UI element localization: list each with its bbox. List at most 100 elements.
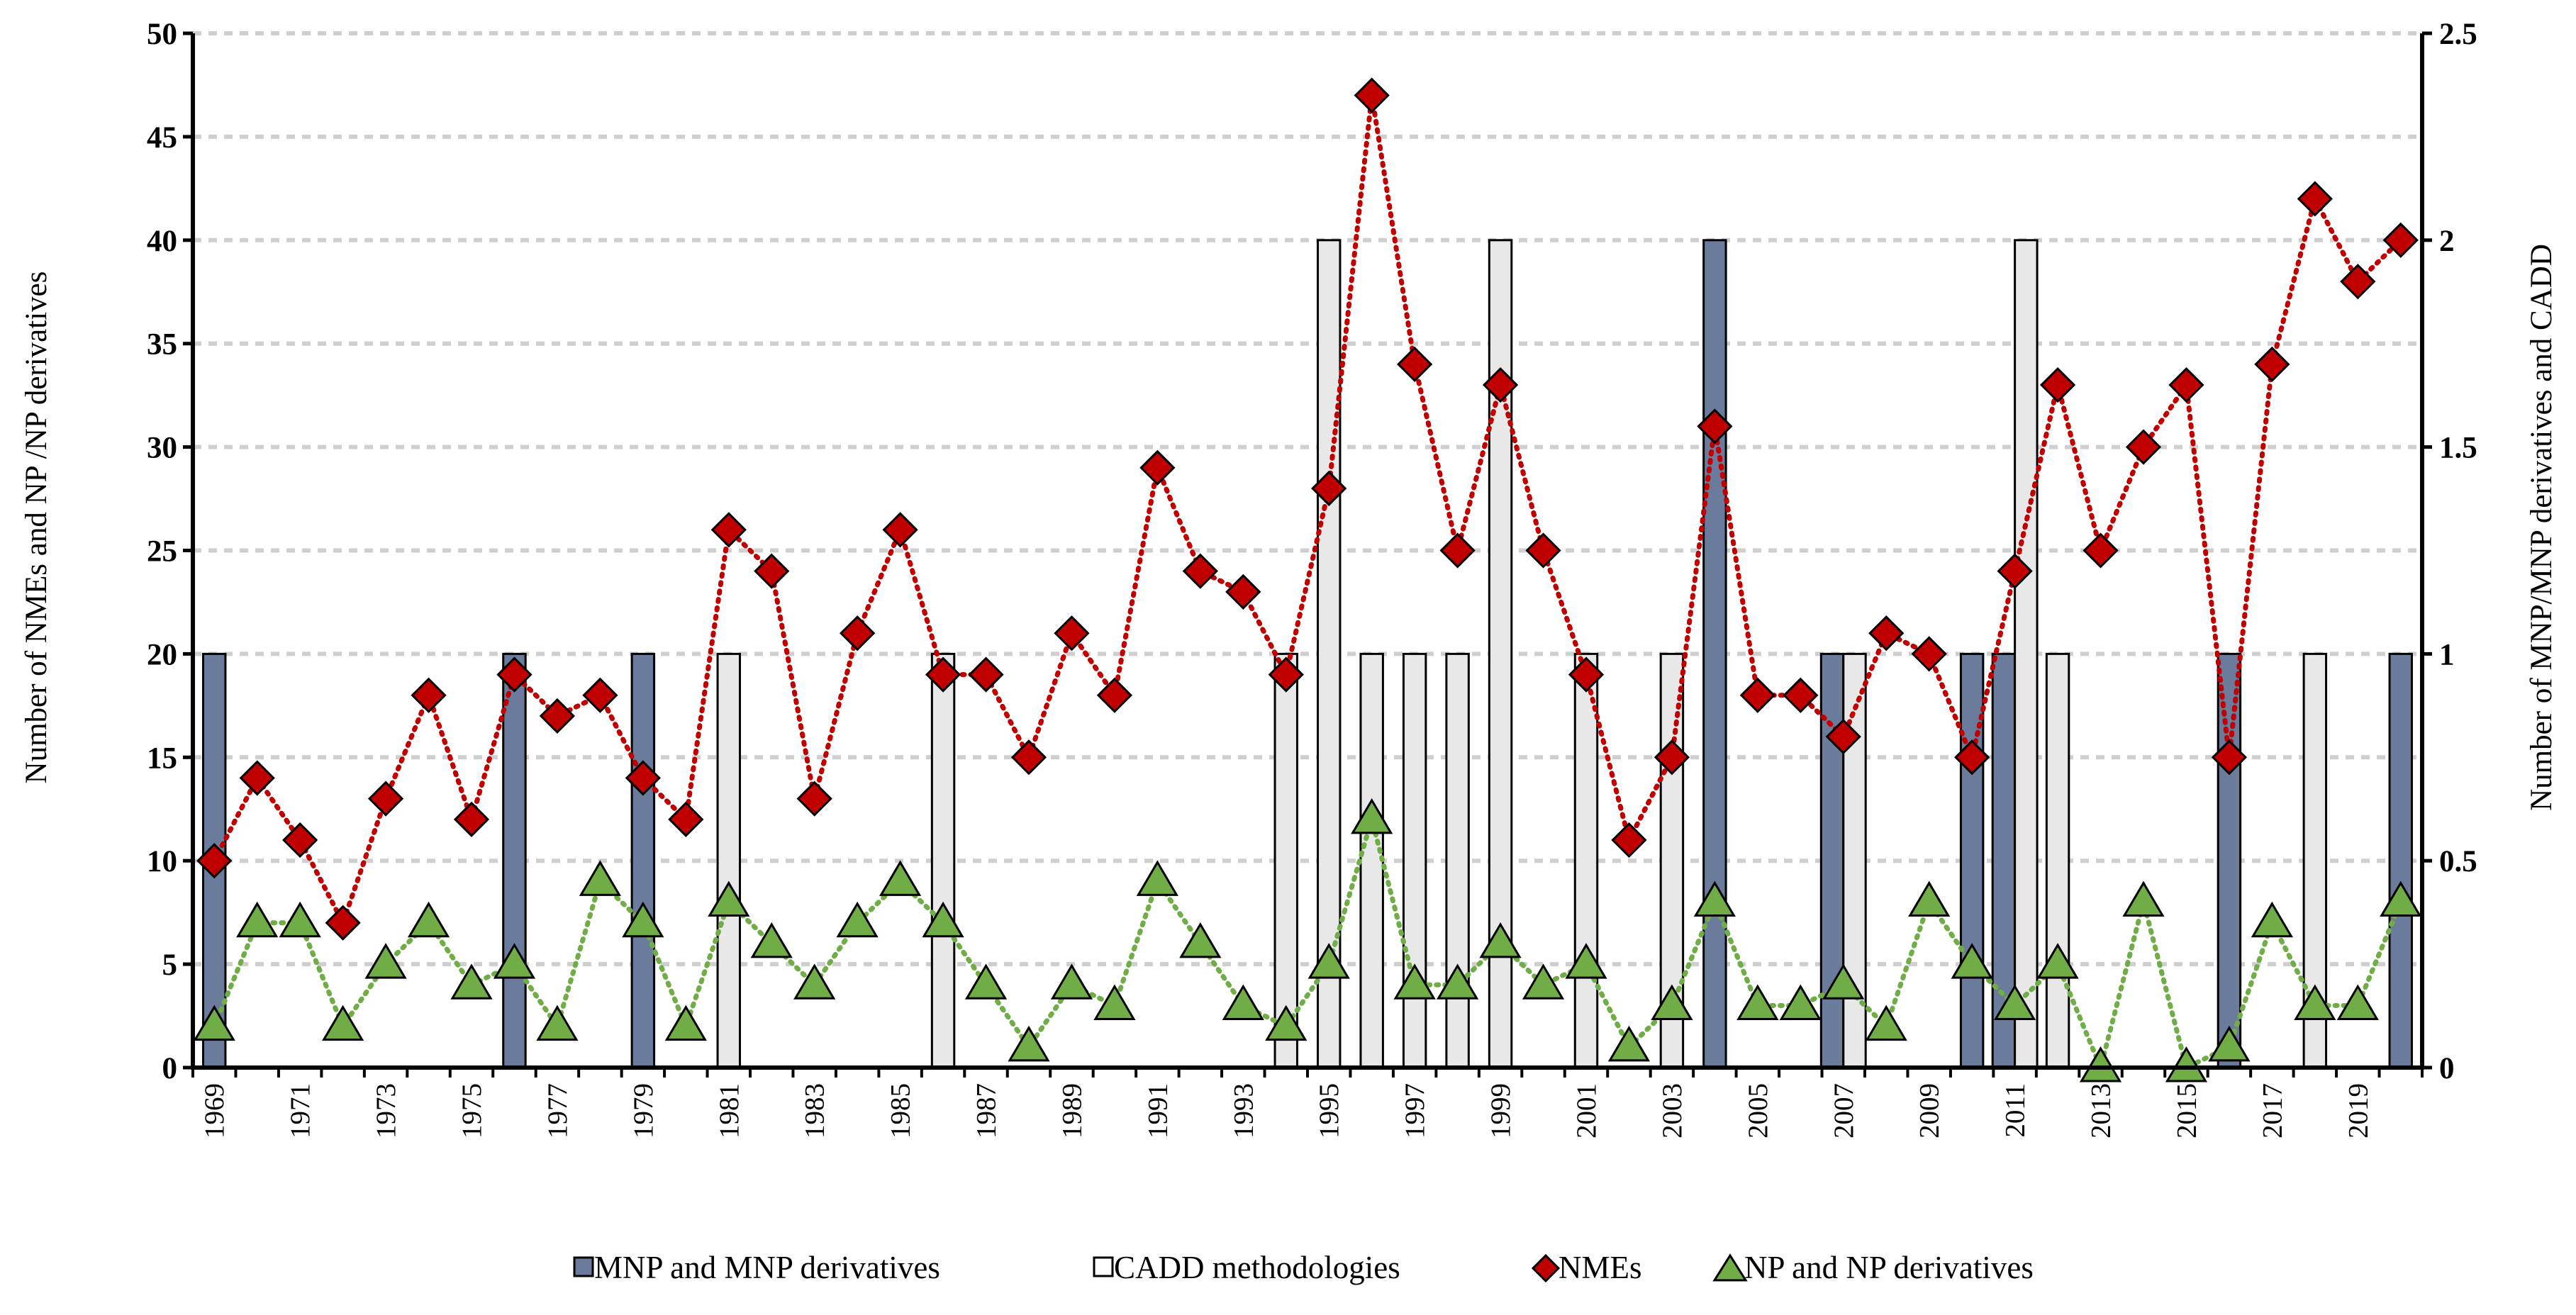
- bar-cadd-2001: [1573, 652, 1599, 1069]
- nmes-point-1986: [925, 656, 961, 693]
- y-tick-label-15: 15: [147, 742, 177, 775]
- np-point-1974: [407, 901, 450, 938]
- nmes-point-2005: [1739, 677, 1775, 713]
- np-point-2016: [2208, 1025, 2251, 1062]
- np-point-1971: [279, 901, 321, 938]
- nmes-point-1973: [367, 780, 404, 817]
- np-point-1992: [1179, 922, 1222, 958]
- bar-cadd-2012: [2045, 652, 2070, 1069]
- nmes-point-1997: [1397, 346, 1433, 383]
- bar-cadd-1998: [1445, 652, 1470, 1069]
- nmes-point-1982: [754, 553, 790, 589]
- line-series: [193, 77, 2422, 1082]
- nmes-point-2004: [1697, 408, 1733, 444]
- y-axis-title: Number of NMEs and NP /NP derivatives: [20, 272, 53, 784]
- nmes-point-2011: [1997, 553, 2033, 589]
- nmes-point-1988: [1010, 739, 1047, 776]
- nmes-point-1999: [1482, 366, 1519, 403]
- nmes-point-2000: [1525, 532, 1561, 569]
- np-point-2019: [2336, 984, 2379, 1020]
- np-point-1990: [1093, 984, 1136, 1020]
- legend: MNP and MNP derivatives CADD methodologi…: [573, 1250, 2034, 1285]
- x-tick-label-1985: 1985: [886, 1083, 916, 1138]
- nmes-point-1985: [882, 512, 918, 548]
- np-point-1987: [964, 963, 1008, 1000]
- x-tick-label-1981: 1981: [714, 1083, 745, 1138]
- nmes-point-1978: [582, 677, 618, 713]
- nmes-point-2006: [1783, 677, 1819, 713]
- nmes-point-2010: [1954, 739, 1990, 776]
- nmes-point-1972: [325, 905, 361, 941]
- nmes-point-2008: [1868, 615, 1905, 651]
- np-point-1996: [1351, 798, 1393, 834]
- nmes-point-1977: [539, 698, 576, 734]
- legend-label-cadd: CADD methodologies: [1114, 1250, 1400, 1285]
- nmes-point-1969: [196, 843, 233, 879]
- np-point-2009: [1908, 880, 1951, 917]
- nmes-point-1970: [239, 760, 275, 796]
- np-point-1970: [236, 901, 279, 938]
- legend-marker-nmes: [1531, 1253, 1561, 1283]
- legend-label-np: NP and NP derivatives: [1744, 1250, 2034, 1285]
- bar-mnp-1976: [502, 652, 527, 1069]
- bar-mnp-2020: [2388, 652, 2413, 1069]
- np-point-1986: [922, 901, 964, 938]
- np-point-2008: [1865, 1005, 1907, 1041]
- nmes-point-1983: [796, 780, 832, 817]
- np-point-1976: [493, 943, 536, 979]
- y-tick-label-30: 30: [147, 432, 177, 465]
- np-line: [211, 810, 2404, 1075]
- bar-cadd-1995: [1317, 239, 1342, 1069]
- nmes-point-1992: [1182, 553, 1218, 589]
- x-tick-label-1969: 1969: [199, 1083, 230, 1138]
- x-tick-label-2001: 2001: [1571, 1083, 1602, 1138]
- x-tick-label-1977: 1977: [542, 1083, 573, 1138]
- nmes-point-2003: [1654, 739, 1690, 776]
- np-point-2005: [1736, 984, 1779, 1020]
- y-tick-label-10: 10: [147, 845, 177, 878]
- legend-swatch-cadd: [1093, 1256, 1114, 1277]
- x-tick-label-2019: 2019: [2343, 1083, 2373, 1138]
- legend-marker-np: [1712, 1253, 1748, 1282]
- nmes-point-2002: [1611, 822, 1647, 858]
- np-point-1998: [1436, 963, 1479, 1000]
- y2-tick-label-2.5: 2.5: [2439, 18, 2477, 51]
- y-tick-label-5: 5: [162, 949, 178, 982]
- y-tick-label-45: 45: [147, 121, 177, 155]
- y-tick-label-20: 20: [147, 638, 177, 671]
- bar-cadd-1997: [1402, 652, 1427, 1069]
- y-tick-label-40: 40: [147, 225, 177, 258]
- bar-mnp-2004: [1702, 239, 1727, 1069]
- x-tick-label-1971: 1971: [285, 1083, 316, 1138]
- legend-label-nmes: NMEs: [1559, 1250, 1642, 1285]
- nmes-point-1975: [453, 801, 490, 837]
- nmes-point-1994: [1268, 656, 1304, 693]
- np-point-1991: [1136, 860, 1179, 896]
- np-point-2010: [1951, 943, 1993, 979]
- np-point-2011: [1993, 984, 2036, 1020]
- np-point-1973: [364, 943, 407, 979]
- bar-mnp-1979: [630, 652, 656, 1069]
- bar-mnp-2016: [2217, 652, 2242, 1069]
- x-tick-label-1999: 1999: [1485, 1083, 1516, 1138]
- nmes-point-1993: [1225, 573, 1261, 610]
- axes: 0 5 10 15 20 25 30 35 40 45 50 0 0.5 1 1.5 2 2.5 1969 1971…: [147, 18, 2477, 1138]
- x-tick-label-1973: 1973: [371, 1083, 401, 1138]
- nmes-point-1998: [1439, 532, 1476, 569]
- np-point-1997: [1393, 963, 1436, 1000]
- np-point-1982: [750, 922, 793, 958]
- x-tick-label-1995: 1995: [1314, 1083, 1344, 1138]
- y-tick-label-0: 0: [162, 1052, 178, 1085]
- np-point-1985: [879, 860, 922, 896]
- np-point-2013: [2079, 1046, 2122, 1082]
- nmes-point-1980: [668, 801, 704, 837]
- nmes-point-1989: [1054, 615, 1090, 651]
- x-tick-label-1979: 1979: [628, 1083, 659, 1138]
- np-point-1979: [622, 901, 664, 938]
- y-tick-label-25: 25: [147, 535, 177, 569]
- np-point-2002: [1607, 1025, 1651, 1062]
- nmes-point-1971: [282, 822, 318, 858]
- nmes-point-2019: [2340, 264, 2376, 300]
- y-tick-label-50: 50: [147, 18, 177, 51]
